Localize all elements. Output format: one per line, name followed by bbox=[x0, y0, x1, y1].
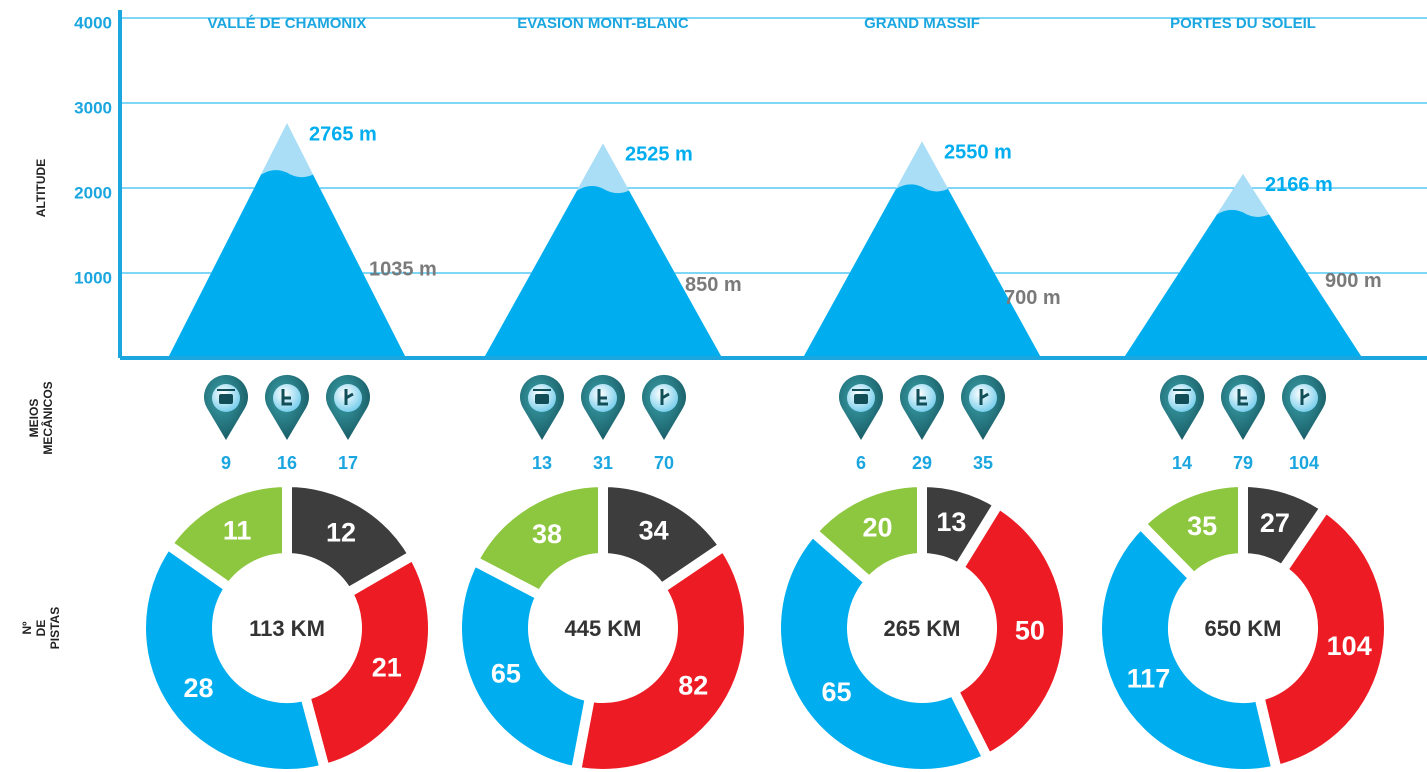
segment-label: 34 bbox=[639, 516, 669, 546]
lift-count: 16 bbox=[277, 453, 297, 473]
lift-count: 31 bbox=[593, 453, 613, 473]
segment-label: 21 bbox=[372, 652, 402, 682]
segment-label: 104 bbox=[1327, 631, 1372, 661]
lift-pin bbox=[326, 374, 370, 440]
peak-label: 2765 m bbox=[309, 123, 377, 145]
icon bbox=[281, 389, 292, 406]
segment-label: 65 bbox=[822, 677, 852, 707]
base-label: 700 m bbox=[1004, 287, 1061, 309]
donut-center bbox=[221, 562, 353, 694]
lift-pin bbox=[961, 374, 1005, 440]
icon bbox=[344, 389, 354, 405]
total-label: 113 KM bbox=[249, 616, 325, 641]
mountain-body bbox=[804, 184, 1040, 356]
lift-pin bbox=[642, 374, 686, 440]
peak-label: 2550 m bbox=[944, 142, 1012, 164]
total-label: 265 KM bbox=[883, 616, 960, 641]
icon bbox=[979, 389, 989, 405]
base-label: 850 m bbox=[685, 274, 742, 296]
donut-segment bbox=[298, 548, 438, 772]
donut-segment bbox=[452, 553, 596, 772]
resort-title: PORTES DU SOLEIL bbox=[1170, 15, 1316, 32]
donut-segment bbox=[466, 476, 608, 603]
donut-segment bbox=[136, 537, 331, 772]
base-label: 900 m bbox=[1325, 270, 1382, 292]
mountain-body bbox=[485, 186, 721, 356]
lift-count: 79 bbox=[1233, 453, 1253, 473]
icon bbox=[1175, 394, 1189, 404]
segment-label: 65 bbox=[491, 658, 521, 688]
icon bbox=[1300, 389, 1310, 405]
icon bbox=[597, 389, 608, 406]
lift-count: 70 bbox=[654, 453, 674, 473]
donut-segment bbox=[1253, 500, 1394, 772]
y-tick-label: 1000 bbox=[74, 268, 112, 287]
segment-label: 20 bbox=[862, 513, 892, 543]
icon bbox=[916, 389, 927, 406]
lift-pin bbox=[581, 374, 625, 440]
mountain-body bbox=[169, 170, 405, 356]
donut-segment bbox=[1133, 476, 1248, 586]
segment-label: 82 bbox=[678, 670, 708, 700]
lift-pin bbox=[1221, 374, 1265, 440]
icon bbox=[1237, 389, 1248, 406]
segment-label: 50 bbox=[1015, 616, 1045, 646]
segment-label: 12 bbox=[326, 518, 356, 548]
lift-count: 29 bbox=[912, 453, 932, 473]
lift-pin bbox=[204, 374, 248, 440]
segment-label: 117 bbox=[1127, 663, 1171, 693]
y-tick-label: 3000 bbox=[74, 98, 112, 117]
lift-pin bbox=[1282, 374, 1326, 440]
lift-pin bbox=[520, 374, 564, 440]
icon bbox=[219, 394, 233, 404]
segment-label: 38 bbox=[532, 519, 562, 549]
lift-count: 17 bbox=[338, 453, 358, 473]
lift-count: 9 bbox=[221, 453, 231, 473]
donut-center bbox=[856, 562, 988, 694]
base-label: 1035 m bbox=[369, 258, 437, 280]
icon bbox=[535, 394, 549, 404]
segment-label: 13 bbox=[936, 507, 966, 537]
donut-segment bbox=[771, 524, 995, 772]
peak-label: 2166 m bbox=[1265, 174, 1333, 196]
icon bbox=[854, 394, 868, 404]
icon bbox=[660, 389, 670, 405]
lift-count: 35 bbox=[973, 453, 993, 473]
lift-pin bbox=[1160, 374, 1204, 440]
donut-segment bbox=[1092, 516, 1283, 772]
segment-label: 27 bbox=[1260, 508, 1290, 538]
y-tick-label: 4000 bbox=[74, 13, 112, 32]
peak-label: 2525 m bbox=[625, 144, 693, 166]
segment-label: 11 bbox=[223, 515, 252, 545]
lift-pin bbox=[265, 374, 309, 440]
donut-segment bbox=[160, 476, 292, 595]
total-label: 650 KM bbox=[1204, 616, 1281, 641]
lift-pin bbox=[900, 374, 944, 440]
segment-label: 28 bbox=[184, 673, 214, 703]
lift-pin bbox=[839, 374, 883, 440]
donut-segment bbox=[946, 496, 1073, 766]
resort-title: EVASION MONT-BLANC bbox=[517, 15, 689, 32]
y-tick-label: 2000 bbox=[74, 183, 112, 202]
lift-count: 13 bbox=[532, 453, 552, 473]
side-label: NºDEPISTAS bbox=[20, 607, 62, 649]
donut-center bbox=[537, 562, 669, 694]
lift-count: 104 bbox=[1289, 453, 1319, 473]
lift-count: 14 bbox=[1172, 453, 1192, 473]
resort-title: VALLÉ DE CHAMONIX bbox=[208, 15, 367, 32]
resort-title: GRAND MASSIF bbox=[864, 15, 980, 32]
lift-count: 6 bbox=[856, 453, 866, 473]
segment-label: 35 bbox=[1187, 511, 1217, 541]
donut-center bbox=[1177, 562, 1309, 694]
side-label: ALTITUDE bbox=[34, 159, 48, 217]
total-label: 445 KM bbox=[564, 616, 641, 641]
donut-segment bbox=[570, 539, 754, 772]
donut-segment bbox=[805, 476, 927, 589]
mountain-body bbox=[1125, 209, 1361, 356]
side-label: MEIOSMECÂNICOS bbox=[27, 381, 55, 454]
